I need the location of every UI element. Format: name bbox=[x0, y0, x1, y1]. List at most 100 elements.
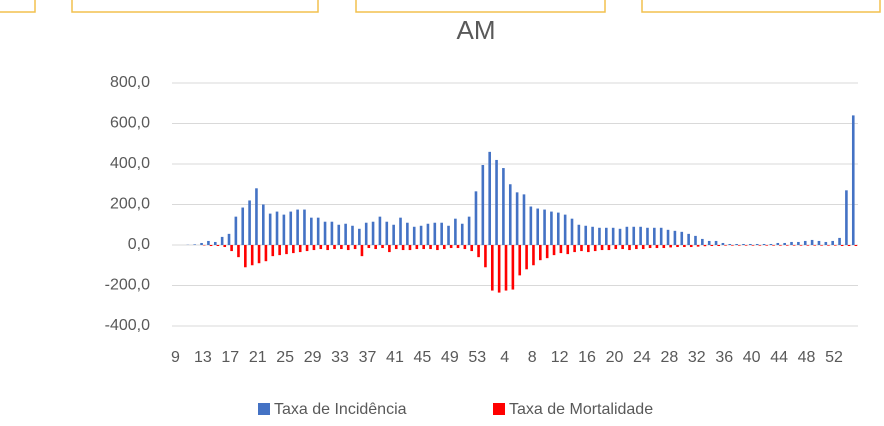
x-tick-label: 25 bbox=[276, 349, 294, 366]
bar bbox=[511, 245, 515, 290]
bar bbox=[344, 223, 347, 245]
x-tick-label: 4 bbox=[500, 349, 509, 366]
bar bbox=[831, 240, 834, 245]
bar bbox=[303, 209, 306, 245]
x-tick-label: 49 bbox=[441, 349, 459, 366]
bar bbox=[751, 245, 755, 246]
bar bbox=[504, 245, 508, 291]
x-tick-label: 41 bbox=[386, 349, 404, 366]
x-tick-label: 52 bbox=[825, 349, 843, 366]
bar bbox=[628, 245, 631, 251]
bar bbox=[543, 209, 546, 245]
legend-label: Taxa de Mortalidade bbox=[509, 401, 653, 418]
bar bbox=[223, 245, 227, 248]
bar bbox=[593, 245, 597, 252]
bar bbox=[799, 245, 803, 246]
bar bbox=[525, 245, 528, 270]
legend-swatch bbox=[258, 403, 270, 415]
bar bbox=[447, 225, 450, 245]
bar bbox=[587, 245, 590, 253]
x-tick-label: 32 bbox=[688, 349, 706, 366]
bar bbox=[305, 245, 309, 252]
bar bbox=[436, 245, 439, 251]
bar bbox=[673, 230, 677, 245]
bar bbox=[515, 192, 519, 245]
bar bbox=[467, 216, 471, 245]
bar bbox=[312, 245, 316, 251]
bar bbox=[440, 222, 443, 245]
x-tick-label: 40 bbox=[743, 349, 761, 366]
bar bbox=[484, 245, 487, 268]
bar bbox=[827, 245, 830, 246]
bar bbox=[584, 225, 588, 245]
x-tick-label: 37 bbox=[359, 349, 377, 366]
bar bbox=[792, 245, 796, 246]
bar bbox=[669, 245, 672, 248]
bar bbox=[529, 206, 533, 245]
bar bbox=[248, 200, 251, 245]
bar bbox=[721, 242, 725, 245]
bar bbox=[687, 233, 690, 245]
bar bbox=[563, 214, 567, 245]
bar bbox=[833, 245, 837, 246]
bar bbox=[728, 243, 732, 245]
bar bbox=[495, 159, 498, 245]
bar bbox=[326, 245, 329, 251]
bar bbox=[374, 245, 377, 250]
bar bbox=[724, 245, 727, 246]
y-tick-label: 800,0 bbox=[110, 74, 150, 91]
bar bbox=[765, 245, 768, 246]
bar bbox=[460, 223, 464, 245]
bar bbox=[556, 212, 560, 245]
bar bbox=[696, 245, 700, 247]
bar bbox=[330, 221, 334, 245]
bar bbox=[508, 184, 512, 245]
bar bbox=[559, 245, 563, 254]
bar bbox=[735, 243, 738, 245]
bar bbox=[353, 245, 357, 250]
bar bbox=[772, 245, 775, 246]
bar bbox=[298, 245, 302, 253]
x-tick-label: 13 bbox=[194, 349, 212, 366]
bar bbox=[296, 209, 299, 245]
bar bbox=[401, 245, 405, 251]
bar bbox=[241, 207, 245, 245]
top-boxes bbox=[0, 0, 881, 13]
bar bbox=[776, 242, 780, 245]
bar bbox=[600, 245, 604, 251]
bar bbox=[710, 245, 714, 247]
bar bbox=[577, 224, 581, 245]
x-tick-label: 8 bbox=[528, 349, 537, 366]
bar bbox=[641, 245, 645, 250]
bar bbox=[783, 242, 786, 245]
bar bbox=[566, 245, 570, 255]
bar bbox=[237, 245, 240, 258]
legend-swatch bbox=[493, 403, 505, 415]
y-tick-label: 400,0 bbox=[110, 155, 150, 172]
bar bbox=[769, 243, 773, 245]
x-tick-label: 20 bbox=[606, 349, 624, 366]
bar bbox=[607, 245, 611, 251]
bar bbox=[758, 245, 762, 246]
bar bbox=[323, 221, 327, 245]
bar bbox=[449, 245, 453, 249]
bar bbox=[666, 229, 670, 245]
bar bbox=[803, 240, 807, 245]
bar bbox=[213, 241, 217, 245]
bar bbox=[412, 226, 416, 245]
bar bbox=[442, 245, 446, 250]
bar bbox=[310, 217, 313, 245]
bar bbox=[502, 168, 505, 245]
bar bbox=[845, 190, 848, 245]
bar bbox=[639, 226, 642, 245]
bar bbox=[358, 228, 361, 245]
bar bbox=[216, 245, 220, 247]
bar bbox=[552, 245, 556, 256]
bar bbox=[220, 236, 224, 245]
bar bbox=[655, 245, 659, 249]
bar bbox=[810, 239, 814, 245]
bar bbox=[333, 245, 336, 250]
bar bbox=[625, 226, 629, 245]
legend-label: Taxa de Incidência bbox=[274, 401, 407, 418]
